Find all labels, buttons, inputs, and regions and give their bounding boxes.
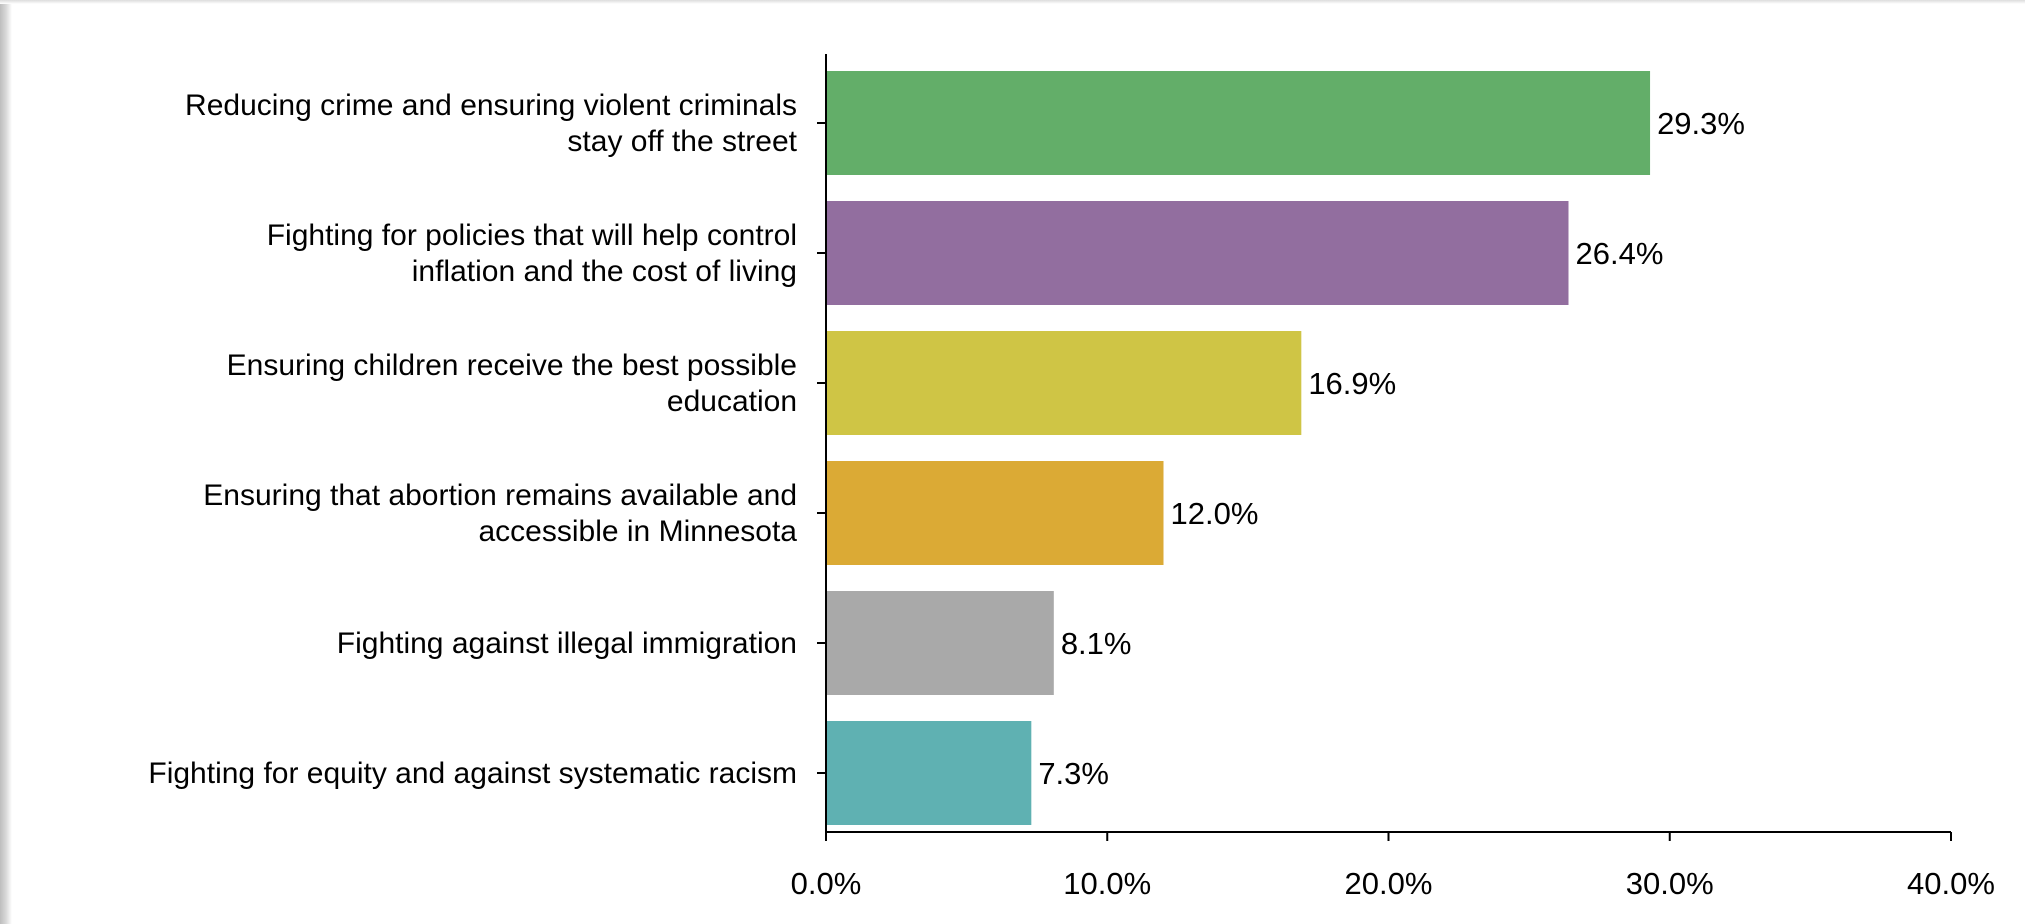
axes-layer [817,54,1952,841]
window-top-edge [0,0,2025,4]
category-label: inflation and the cost of living [412,255,797,288]
value-label: 7.3% [1038,756,1109,791]
category-label: Ensuring children receive the best possi… [227,349,797,382]
category-label: education [667,385,797,418]
category-label: Fighting for equity and against systemat… [148,757,797,790]
value-label: 26.4% [1576,236,1664,271]
category-label: accessible in Minnesota [478,515,797,548]
x-tick-label: 30.0% [1626,866,1714,901]
category-label: Ensuring that abortion remains available… [203,479,797,512]
bar [827,461,1164,565]
category-label: Fighting for policies that will help con… [267,219,797,252]
category-label: stay off the street [567,125,797,158]
bar [827,721,1032,825]
category-label: Reducing crime and ensuring violent crim… [185,89,797,122]
value-label: 29.3% [1657,106,1745,141]
value-label: 16.9% [1308,366,1396,401]
x-tick-label: 10.0% [1063,866,1151,901]
x-tick-label: 40.0% [1907,866,1995,901]
bar [827,71,1651,175]
category-label: Fighting against illegal immigration [337,627,797,660]
labels-layer: 0.0% 10.0% 20.0% 30.0% 40.0% 29.3% Reducing cr… [148,89,1995,901]
value-label: 8.1% [1061,626,1132,661]
x-tick-label: 0.0% [791,866,862,901]
bar [827,591,1054,695]
x-tick-label: 20.0% [1345,866,1433,901]
value-label: 12.0% [1171,496,1259,531]
bar [827,331,1302,435]
bars-layer [827,71,1651,825]
bar [827,201,1569,305]
